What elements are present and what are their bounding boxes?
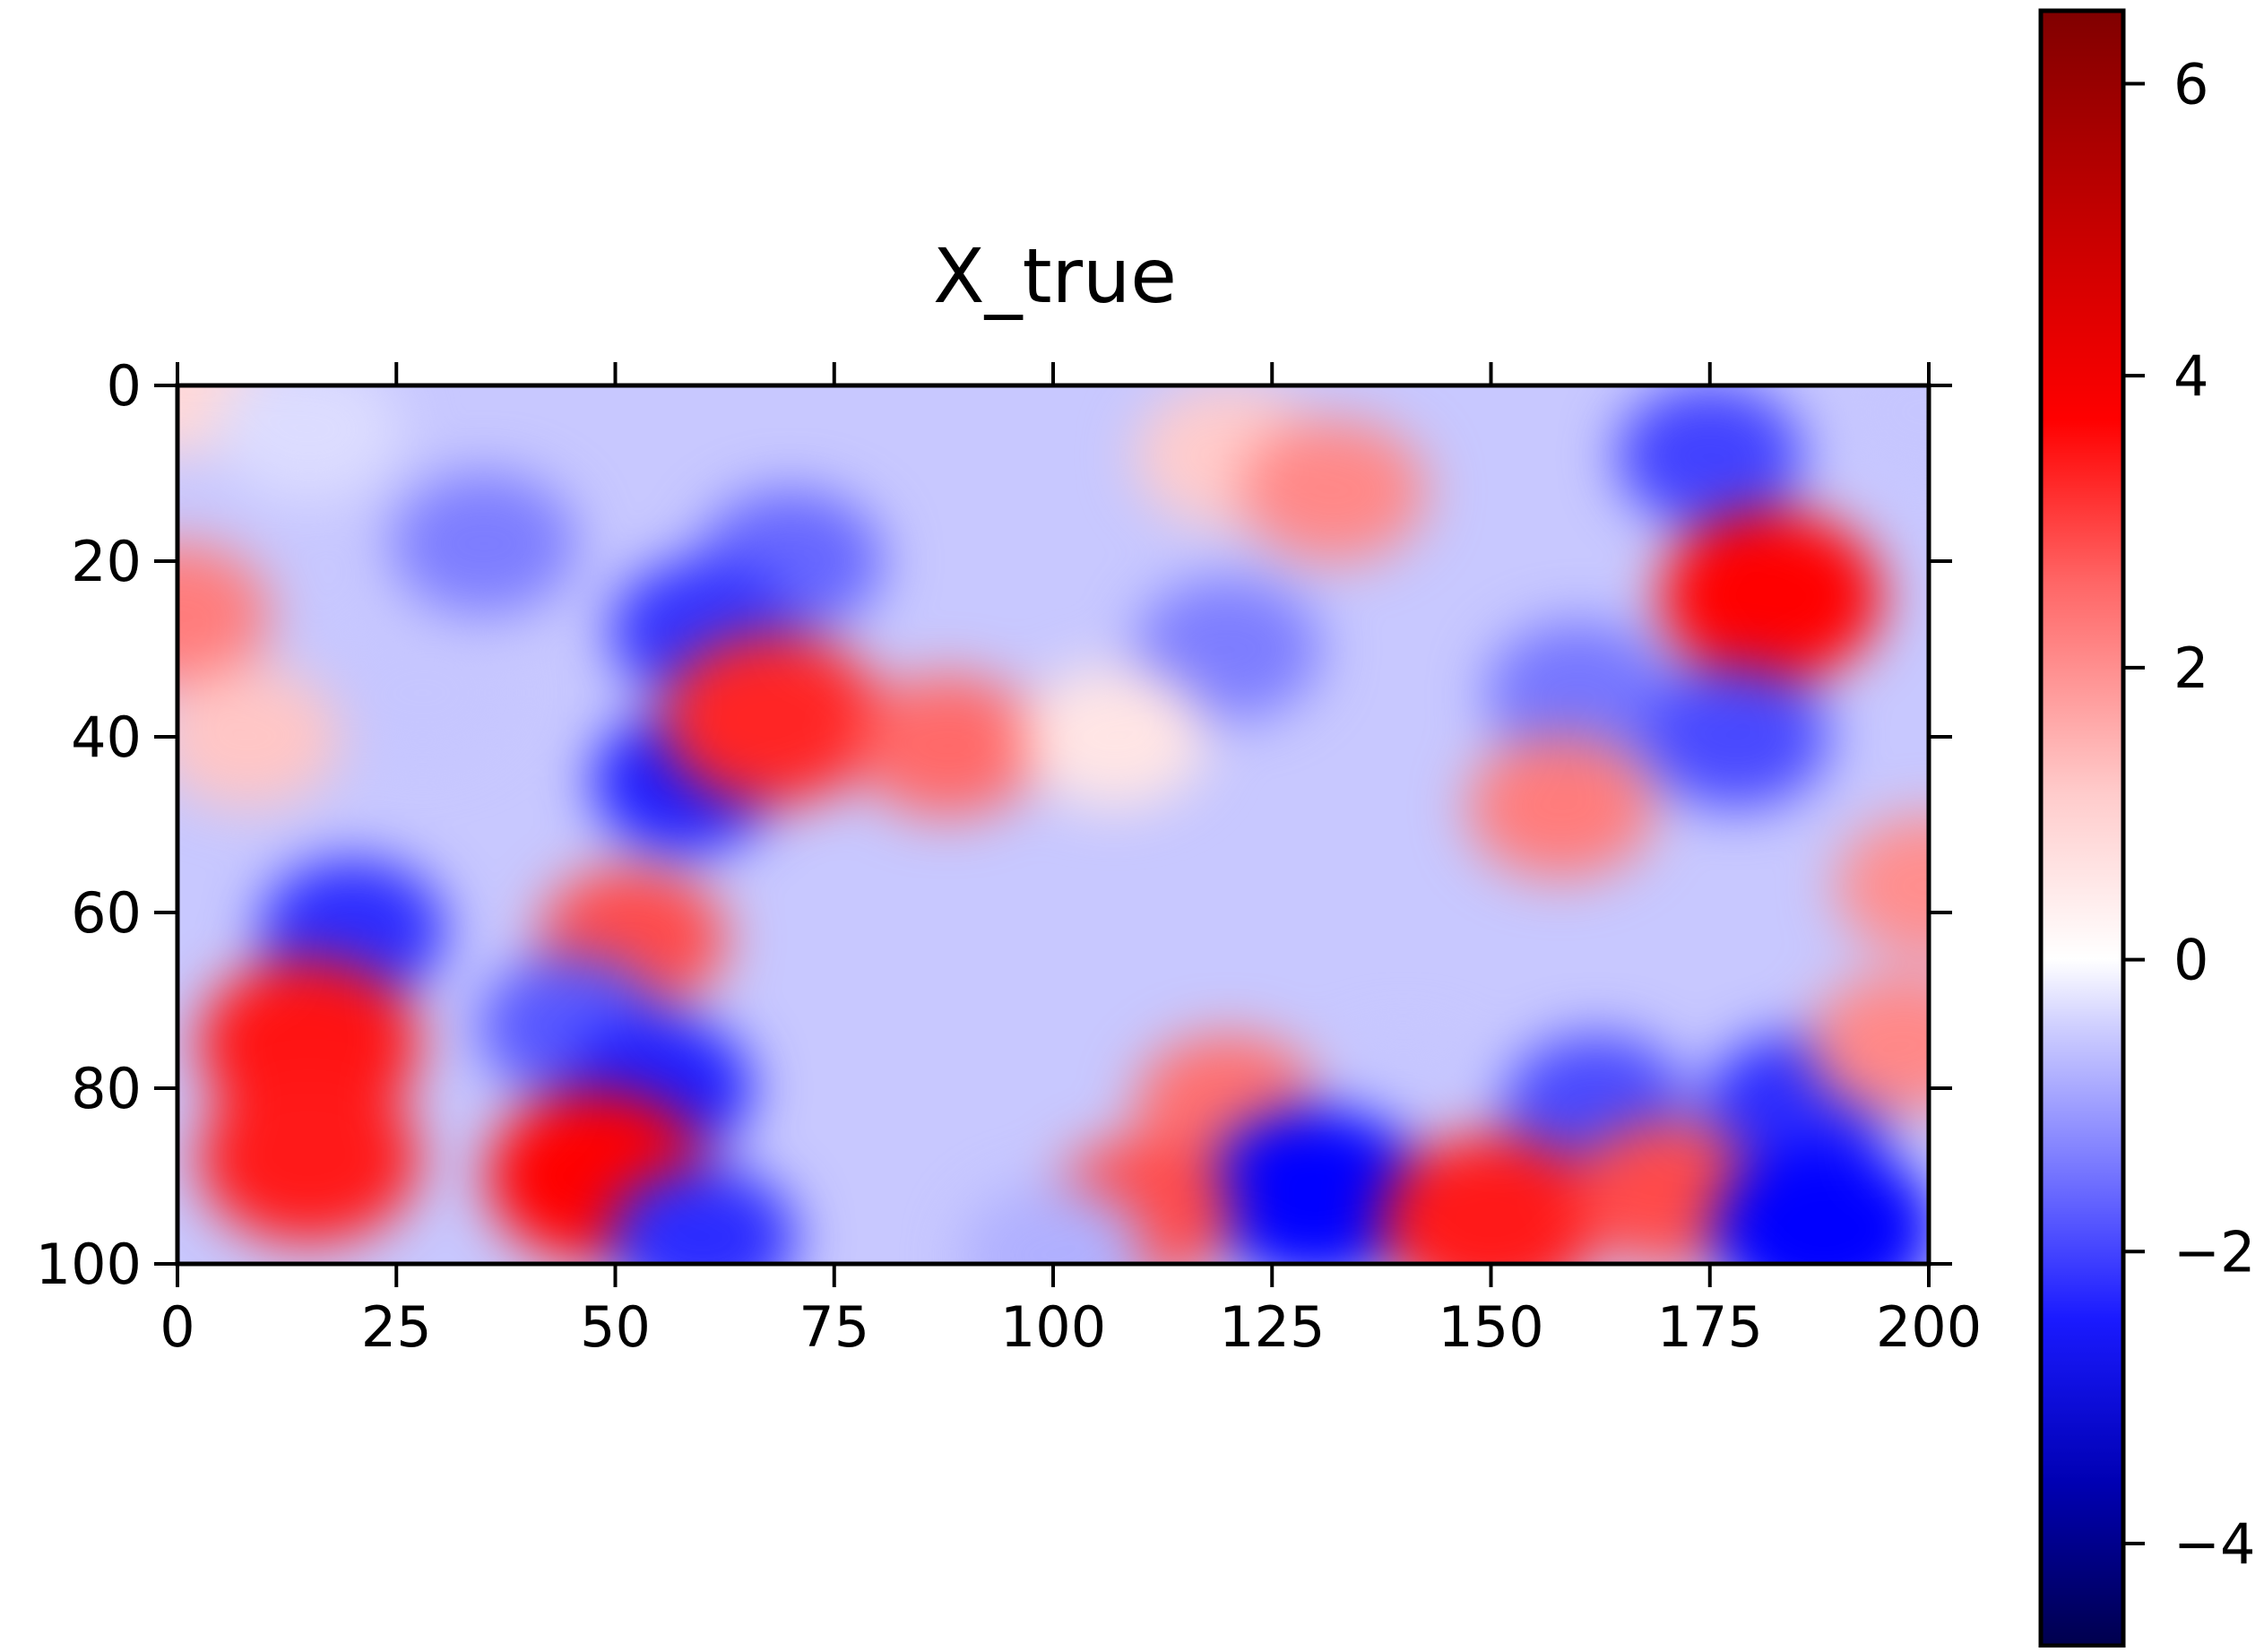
heatmap-cell bbox=[329, 621, 516, 765]
colorbar-tick-label: −2 bbox=[2173, 1219, 2255, 1284]
x-tick-label: 25 bbox=[361, 1294, 432, 1360]
x-tick-label: 175 bbox=[1657, 1294, 1763, 1360]
heatmap-cell bbox=[854, 673, 1041, 817]
x-tick-label: 0 bbox=[160, 1294, 194, 1360]
heatmap-image bbox=[177, 385, 1929, 1264]
colorbar-tick-label: 2 bbox=[2173, 636, 2208, 701]
colorbar-gradient bbox=[2038, 8, 2126, 1648]
y-tick-label: 20 bbox=[71, 529, 142, 594]
y-tick-label: 100 bbox=[36, 1232, 142, 1297]
y-tick-label: 40 bbox=[71, 705, 142, 770]
heatmap-cell bbox=[177, 541, 271, 686]
heatmap-cell bbox=[1713, 1143, 1929, 1264]
x-tick-label: 75 bbox=[799, 1294, 869, 1360]
colorbar-tick-label: −4 bbox=[2173, 1511, 2255, 1577]
y-tick-label: 0 bbox=[107, 353, 142, 419]
y-axis: 0 20 40 60 80 100 bbox=[36, 353, 1952, 1297]
heatmap-cell bbox=[1205, 1108, 1427, 1264]
x-tick-label: 200 bbox=[1876, 1294, 1982, 1360]
heatmap-cell bbox=[1135, 577, 1322, 721]
heatmap-cell bbox=[215, 385, 402, 501]
x-tick-label: 50 bbox=[580, 1294, 651, 1360]
heatmap-cell bbox=[1836, 814, 1929, 958]
heatmap-cell bbox=[1485, 621, 1672, 765]
colorbar-tick-label: 0 bbox=[2173, 928, 2208, 993]
heatmap-cell bbox=[1616, 385, 1803, 528]
y-tick-label: 80 bbox=[71, 1056, 142, 1121]
heatmap-cell bbox=[960, 1183, 1146, 1264]
heatmap-cell bbox=[1240, 419, 1427, 563]
heatmap-cell bbox=[198, 1073, 420, 1244]
x-tick-label: 125 bbox=[1219, 1294, 1325, 1360]
heatmap-cell bbox=[1021, 665, 1208, 809]
x-tick-label: 100 bbox=[1000, 1294, 1106, 1360]
heatmap-cell bbox=[661, 634, 884, 805]
heatmap-cell bbox=[609, 1165, 797, 1264]
heatmap-cell bbox=[390, 471, 577, 616]
heatmap-cell bbox=[1643, 665, 1830, 809]
heatmap-cell bbox=[1836, 385, 1929, 484]
heatmap-cell bbox=[177, 665, 341, 809]
y-tick-label: 60 bbox=[71, 880, 142, 946]
heatmap-cell bbox=[1467, 735, 1655, 879]
heatmap-cell bbox=[1572, 1121, 1759, 1264]
colorbar-tick-label: 6 bbox=[2173, 51, 2208, 117]
chart-title: X_true bbox=[933, 232, 1177, 320]
heatmap-cell bbox=[1660, 511, 1882, 682]
colorbar-ticks: 6 4 2 0 −2 −4 bbox=[2123, 51, 2255, 1577]
x-tick-label: 150 bbox=[1438, 1294, 1543, 1360]
colorbar: 6 4 2 0 −2 −4 bbox=[2038, 8, 2255, 1648]
heatmap-cell bbox=[1809, 973, 1929, 1116]
heatmap-cell bbox=[1380, 1135, 1602, 1264]
x-axis: 0 25 50 75 100 125 150 175 200 bbox=[160, 362, 1982, 1360]
colorbar-tick-label: 4 bbox=[2173, 343, 2208, 409]
